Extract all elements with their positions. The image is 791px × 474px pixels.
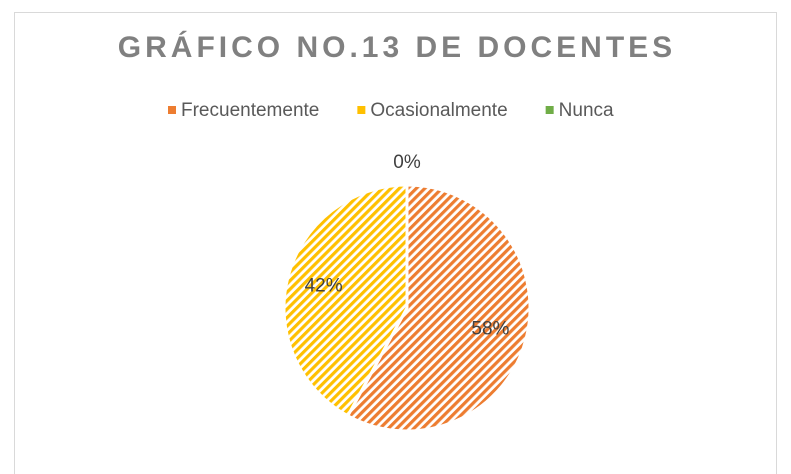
legend-label: Ocasionalmente [370,100,507,121]
legend: Frecuentemente Ocasionalmente Nunca [168,100,614,121]
chart-title: GRÁFICO NO.13 DE DOCENTES [118,30,676,64]
chart-frame [14,12,777,474]
legend-label: Frecuentemente [181,100,319,121]
pie-slice [282,183,409,418]
legend-marker [168,106,176,114]
pie-slice [345,183,532,433]
legend-marker [545,106,554,114]
data-labels: 58% 42% 0% [305,152,510,339]
data-label: 0% [393,152,421,173]
legend-marker [357,106,366,114]
pie [282,183,532,433]
data-label: 42% [305,276,343,297]
data-label: 58% [471,318,509,339]
legend-label: Nunca [559,100,614,121]
